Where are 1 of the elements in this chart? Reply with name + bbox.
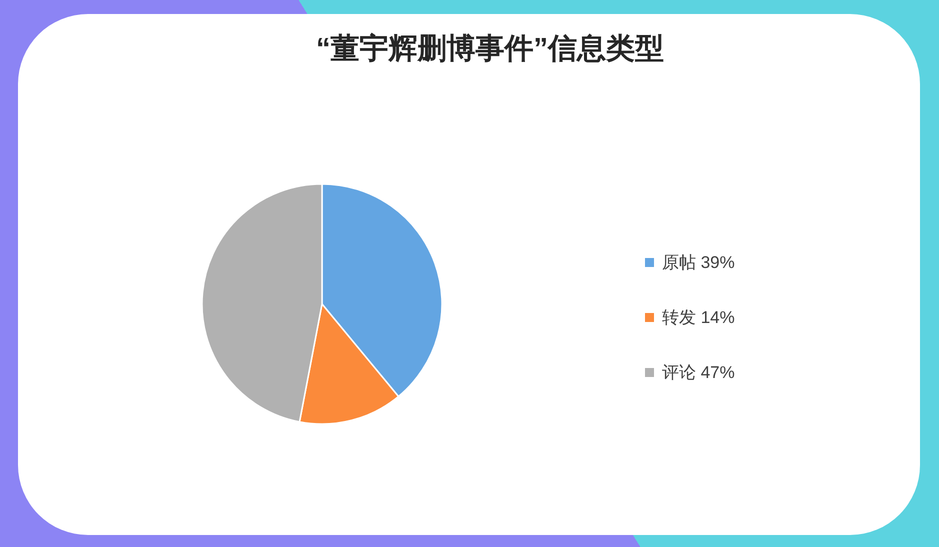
title: “董宇辉删博事件”信息类型 <box>316 33 664 65</box>
